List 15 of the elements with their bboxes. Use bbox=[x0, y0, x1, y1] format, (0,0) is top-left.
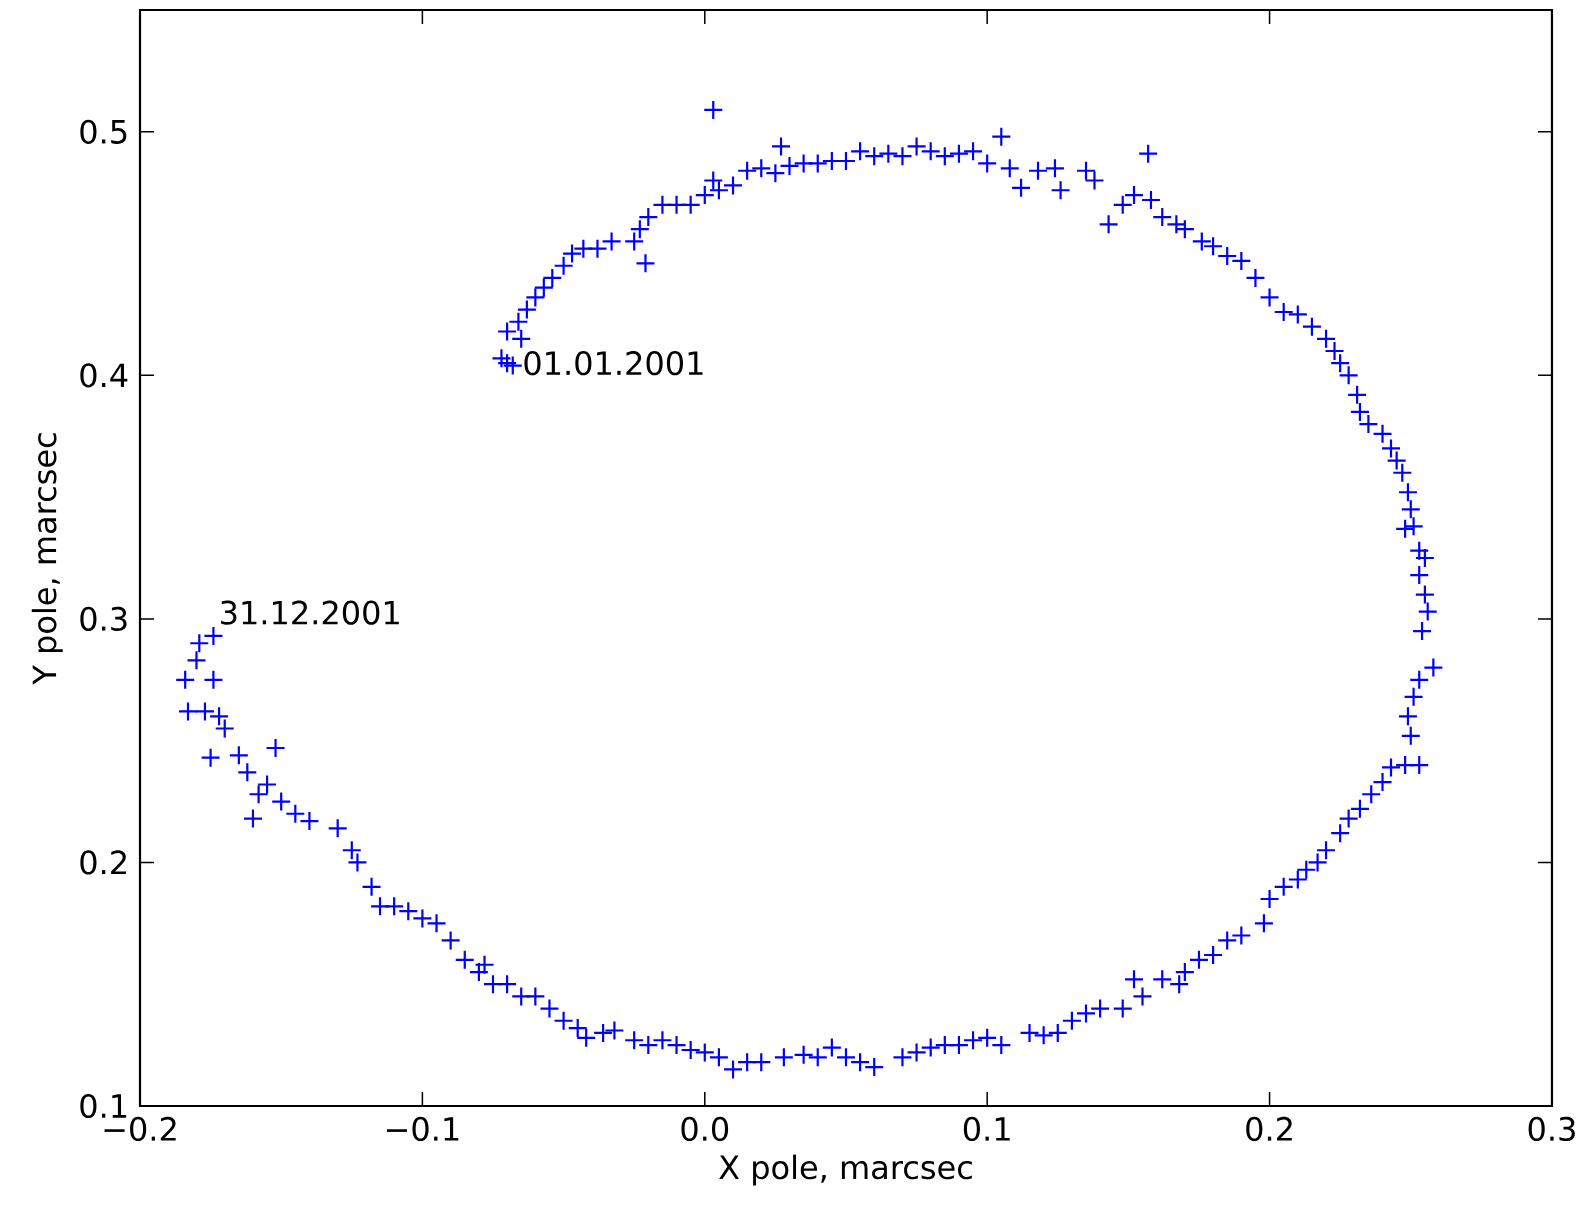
x-tick-label: 0.1 bbox=[963, 1116, 1010, 1142]
annotation: 01.01.2001 bbox=[524, 351, 703, 376]
y-tick-label: 0.3 bbox=[80, 606, 127, 631]
x-tick-label: 0.3 bbox=[1528, 1116, 1575, 1142]
y-tick-label: 0.4 bbox=[80, 363, 128, 388]
x-tick-label: −0.2 bbox=[104, 1116, 176, 1142]
x-tick-label: 0.0 bbox=[681, 1116, 729, 1142]
y-tick-label: 0.2 bbox=[80, 850, 126, 875]
x-tick-label: −0.1 bbox=[386, 1116, 459, 1142]
y-tick-label: 0.1 bbox=[80, 1093, 127, 1119]
y-axis-title: Y pole, marcsec bbox=[31, 433, 63, 685]
y-tick-label: 0.5 bbox=[80, 119, 127, 144]
annotation: 31.12.2001 bbox=[221, 600, 399, 625]
x-tick-label: 0.2 bbox=[1246, 1116, 1292, 1142]
x-axis-title: X pole, marcsec bbox=[719, 1154, 972, 1186]
